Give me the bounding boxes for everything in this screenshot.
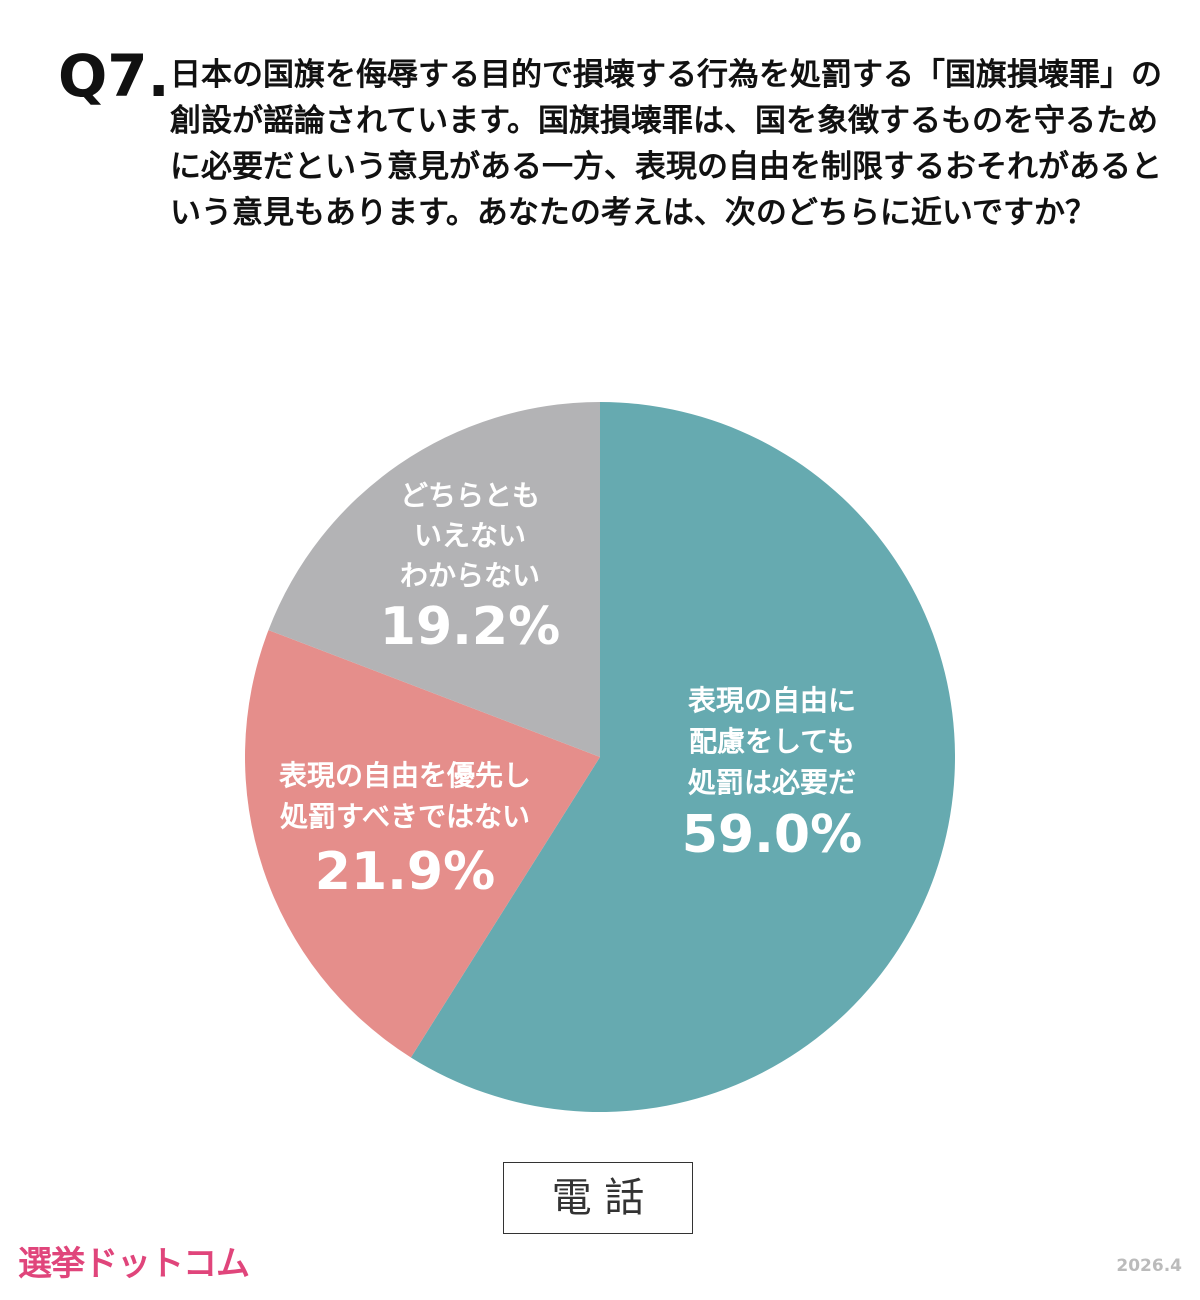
- slice-label: 処罰は必要だ: [688, 766, 856, 799]
- question-text: 日本の国旗を侮辱する目的で損壊する行為を処罰する「国旗損壊罪」の創設が謡論されて…: [170, 57, 1162, 231]
- question-number: Q7.: [58, 42, 170, 110]
- survey-method: 電 話: [503, 1162, 693, 1234]
- slice-label: 配慮をしても: [689, 725, 855, 758]
- logo: 選挙ドットコム: [18, 1244, 250, 1284]
- slice-label: わからない: [400, 559, 540, 592]
- pie-slice: [410, 402, 955, 1113]
- slice-label: 表現の自由に: [688, 684, 856, 717]
- pie-slice: [268, 402, 600, 757]
- date: 2026.4: [1116, 1256, 1182, 1276]
- slice-label: 処罰すべきではない: [280, 800, 530, 833]
- slice-label: いえない: [414, 519, 526, 552]
- slice-label: どちらとも: [400, 479, 540, 512]
- value-label: 59.0%: [682, 805, 862, 865]
- value-label: 21.9%: [315, 842, 495, 902]
- value-label: 19.2%: [380, 597, 560, 657]
- pie-slice: [244, 630, 600, 1058]
- slice-label: 表現の自由を優先し: [279, 759, 531, 792]
